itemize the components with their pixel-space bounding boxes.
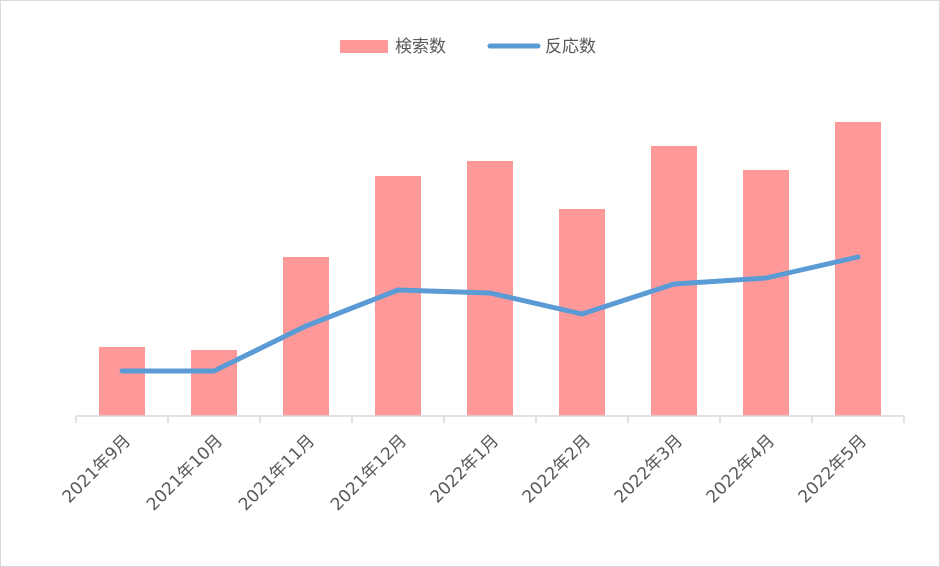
legend-label: 検索数 xyxy=(395,37,446,57)
legend-label: 反応数 xyxy=(545,37,596,57)
bar xyxy=(283,257,329,416)
bar xyxy=(743,170,789,416)
bar xyxy=(99,347,145,416)
legend-swatch xyxy=(340,40,388,53)
line xyxy=(119,254,861,374)
bar xyxy=(191,350,237,416)
bar xyxy=(467,161,513,416)
bar xyxy=(835,122,881,416)
